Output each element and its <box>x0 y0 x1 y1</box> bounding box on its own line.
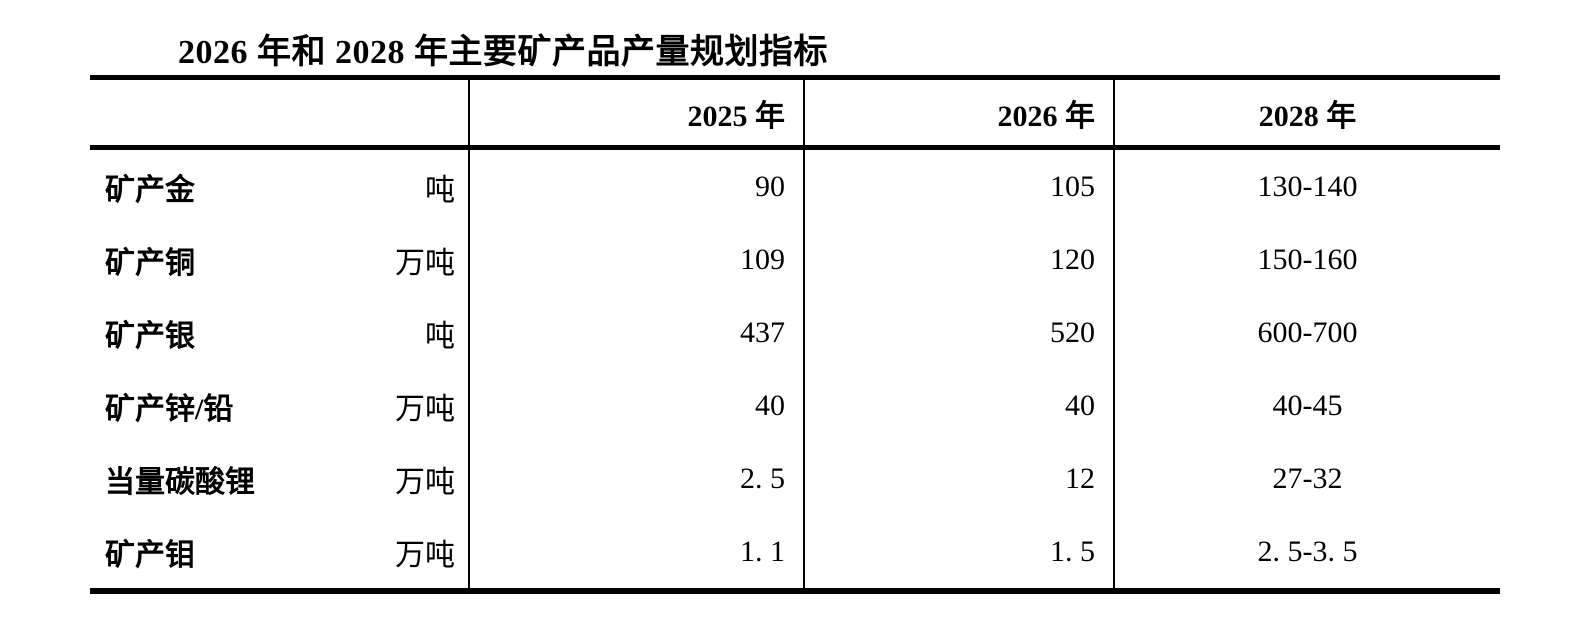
row-label: 矿产铜 <box>105 246 195 280</box>
value-2026: 120 <box>803 223 1113 296</box>
row-label: 矿产钼 <box>105 538 195 572</box>
header-2026: 2026 年 <box>803 80 1113 145</box>
table-row-silver: 矿产银 吨 437 520 600-700 <box>90 296 1500 369</box>
table-row-zinc-lead: 矿产锌/铅 万吨 40 40 40-45 <box>90 369 1500 442</box>
row-unit: 万吨 <box>395 465 455 499</box>
value-2028: 2. 5-3. 5 <box>1113 515 1500 588</box>
table-row-molybdenum: 矿产钼 万吨 1. 1 1. 5 2. 5-3. 5 <box>90 515 1500 588</box>
table-row-gold: 矿产金 吨 90 105 130-140 <box>90 150 1500 223</box>
value-2026: 40 <box>803 369 1113 442</box>
value-2028: 27-32 <box>1113 442 1500 515</box>
row-label: 矿产银 <box>105 319 195 353</box>
table-row-lithium-carbonate: 当量碳酸锂 万吨 2. 5 12 27-32 <box>90 442 1500 515</box>
value-2025: 437 <box>468 296 803 369</box>
row-label: 矿产金 <box>105 173 195 207</box>
header-indicator <box>90 80 468 145</box>
table-header-row: 2025 年 2026 年 2028 年 <box>90 80 1500 150</box>
header-2028: 2028 年 <box>1113 80 1500 145</box>
value-2026: 1. 5 <box>803 515 1113 588</box>
value-2025: 109 <box>468 223 803 296</box>
value-2025: 2. 5 <box>468 442 803 515</box>
value-2025: 1. 1 <box>468 515 803 588</box>
row-unit: 万吨 <box>395 538 455 572</box>
row-label: 当量碳酸锂 <box>105 465 255 499</box>
value-2025: 90 <box>468 150 803 223</box>
value-2028: 40-45 <box>1113 369 1500 442</box>
value-2026: 520 <box>803 296 1113 369</box>
value-2028: 150-160 <box>1113 223 1500 296</box>
row-unit: 万吨 <box>395 246 455 280</box>
row-unit: 万吨 <box>395 392 455 426</box>
row-unit: 吨 <box>425 319 455 353</box>
indicator-cell: 矿产银 吨 <box>90 296 468 369</box>
header-2025: 2025 年 <box>468 80 803 145</box>
indicator-cell: 矿产锌/铅 万吨 <box>90 369 468 442</box>
indicator-cell: 矿产钼 万吨 <box>90 515 468 588</box>
production-indicators-table: 2025 年 2026 年 2028 年 矿产金 吨 90 105 130-14… <box>90 75 1500 594</box>
indicator-cell: 当量碳酸锂 万吨 <box>90 442 468 515</box>
row-unit: 吨 <box>425 173 455 207</box>
page-title: 2026 年和 2028 年主要矿产品产量规划指标 <box>178 34 828 71</box>
indicator-cell: 矿产金 吨 <box>90 150 468 223</box>
value-2025: 40 <box>468 369 803 442</box>
value-2028: 130-140 <box>1113 150 1500 223</box>
value-2026: 105 <box>803 150 1113 223</box>
row-label: 矿产锌/铅 <box>105 392 234 426</box>
value-2028: 600-700 <box>1113 296 1500 369</box>
indicator-cell: 矿产铜 万吨 <box>90 223 468 296</box>
table-row-copper: 矿产铜 万吨 109 120 150-160 <box>90 223 1500 296</box>
value-2026: 12 <box>803 442 1113 515</box>
